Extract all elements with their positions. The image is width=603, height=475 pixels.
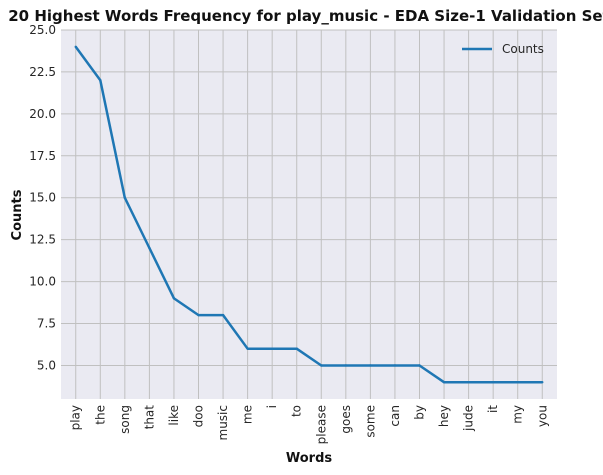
y-tick-label: 15.0 [29, 191, 56, 205]
x-tick-label: play [69, 405, 83, 430]
series-layer [74, 45, 544, 384]
data-point [442, 381, 446, 384]
x-tick-label: it [486, 405, 500, 413]
data-point [74, 45, 77, 48]
x-tick-label: i [265, 405, 279, 408]
x-tick-label: jude [462, 405, 476, 432]
data-point [246, 347, 249, 350]
x-tick-label: please [314, 405, 328, 444]
x-tick-label: song [118, 405, 132, 434]
y-tick-label: 7.5 [37, 317, 56, 331]
data-point [172, 297, 176, 300]
legend-label-counts: Counts [502, 42, 544, 56]
x-tick-label: like [167, 405, 181, 426]
x-tick-label: some [363, 405, 377, 438]
data-point [320, 364, 323, 367]
x-tick-label: that [142, 405, 156, 430]
x-tick-label: goes [339, 405, 353, 434]
x-tick-label: can [388, 405, 402, 427]
x-tick-label: to [290, 405, 304, 417]
legend: Counts [462, 42, 544, 56]
x-tick-label: the [93, 405, 107, 425]
data-point [541, 381, 544, 384]
x-tick-label: by [412, 405, 426, 420]
plot-area [61, 30, 557, 399]
data-point [295, 347, 298, 350]
y-tick-label: 5.0 [37, 358, 56, 372]
y-axis-label: Counts [10, 189, 25, 240]
x-axis-label: Words [286, 451, 333, 466]
y-tick-label: 10.0 [29, 275, 56, 289]
x-tick-label: you [535, 405, 549, 427]
data-point [99, 79, 102, 82]
data-point [344, 364, 348, 367]
y-tick-label: 17.5 [29, 149, 56, 163]
data-point [393, 364, 397, 367]
chart-title: 20 Highest Words Frequency for play_musi… [8, 7, 603, 25]
y-tick-label: 12.5 [29, 233, 56, 247]
data-point [148, 246, 151, 250]
y-axis-ticks: 5.0 7.5 10.0 12.5 15.0 17.5 20.0 22.5 25.0 [29, 23, 56, 372]
y-tick-label: 22.5 [29, 65, 56, 79]
data-point [197, 313, 200, 317]
x-tick-label: me [241, 405, 255, 424]
data-point [467, 381, 470, 384]
grid [61, 29, 557, 399]
x-tick-label: my [511, 405, 525, 424]
data-point [418, 364, 421, 367]
x-axis-ticks: play the song that like doo music me i to please go… [69, 405, 550, 445]
y-tick-label: 25.0 [29, 23, 56, 37]
data-point [123, 196, 127, 199]
data-point [270, 347, 274, 350]
x-tick-label: doo [192, 405, 206, 427]
x-tick-label: music [216, 405, 230, 440]
x-tick-label: hey [437, 405, 451, 427]
data-point [221, 313, 225, 317]
data-point [491, 381, 495, 384]
series-line-counts [74, 46, 543, 384]
data-point [516, 381, 519, 384]
data-point [369, 364, 372, 367]
y-tick-label: 20.0 [29, 107, 56, 121]
